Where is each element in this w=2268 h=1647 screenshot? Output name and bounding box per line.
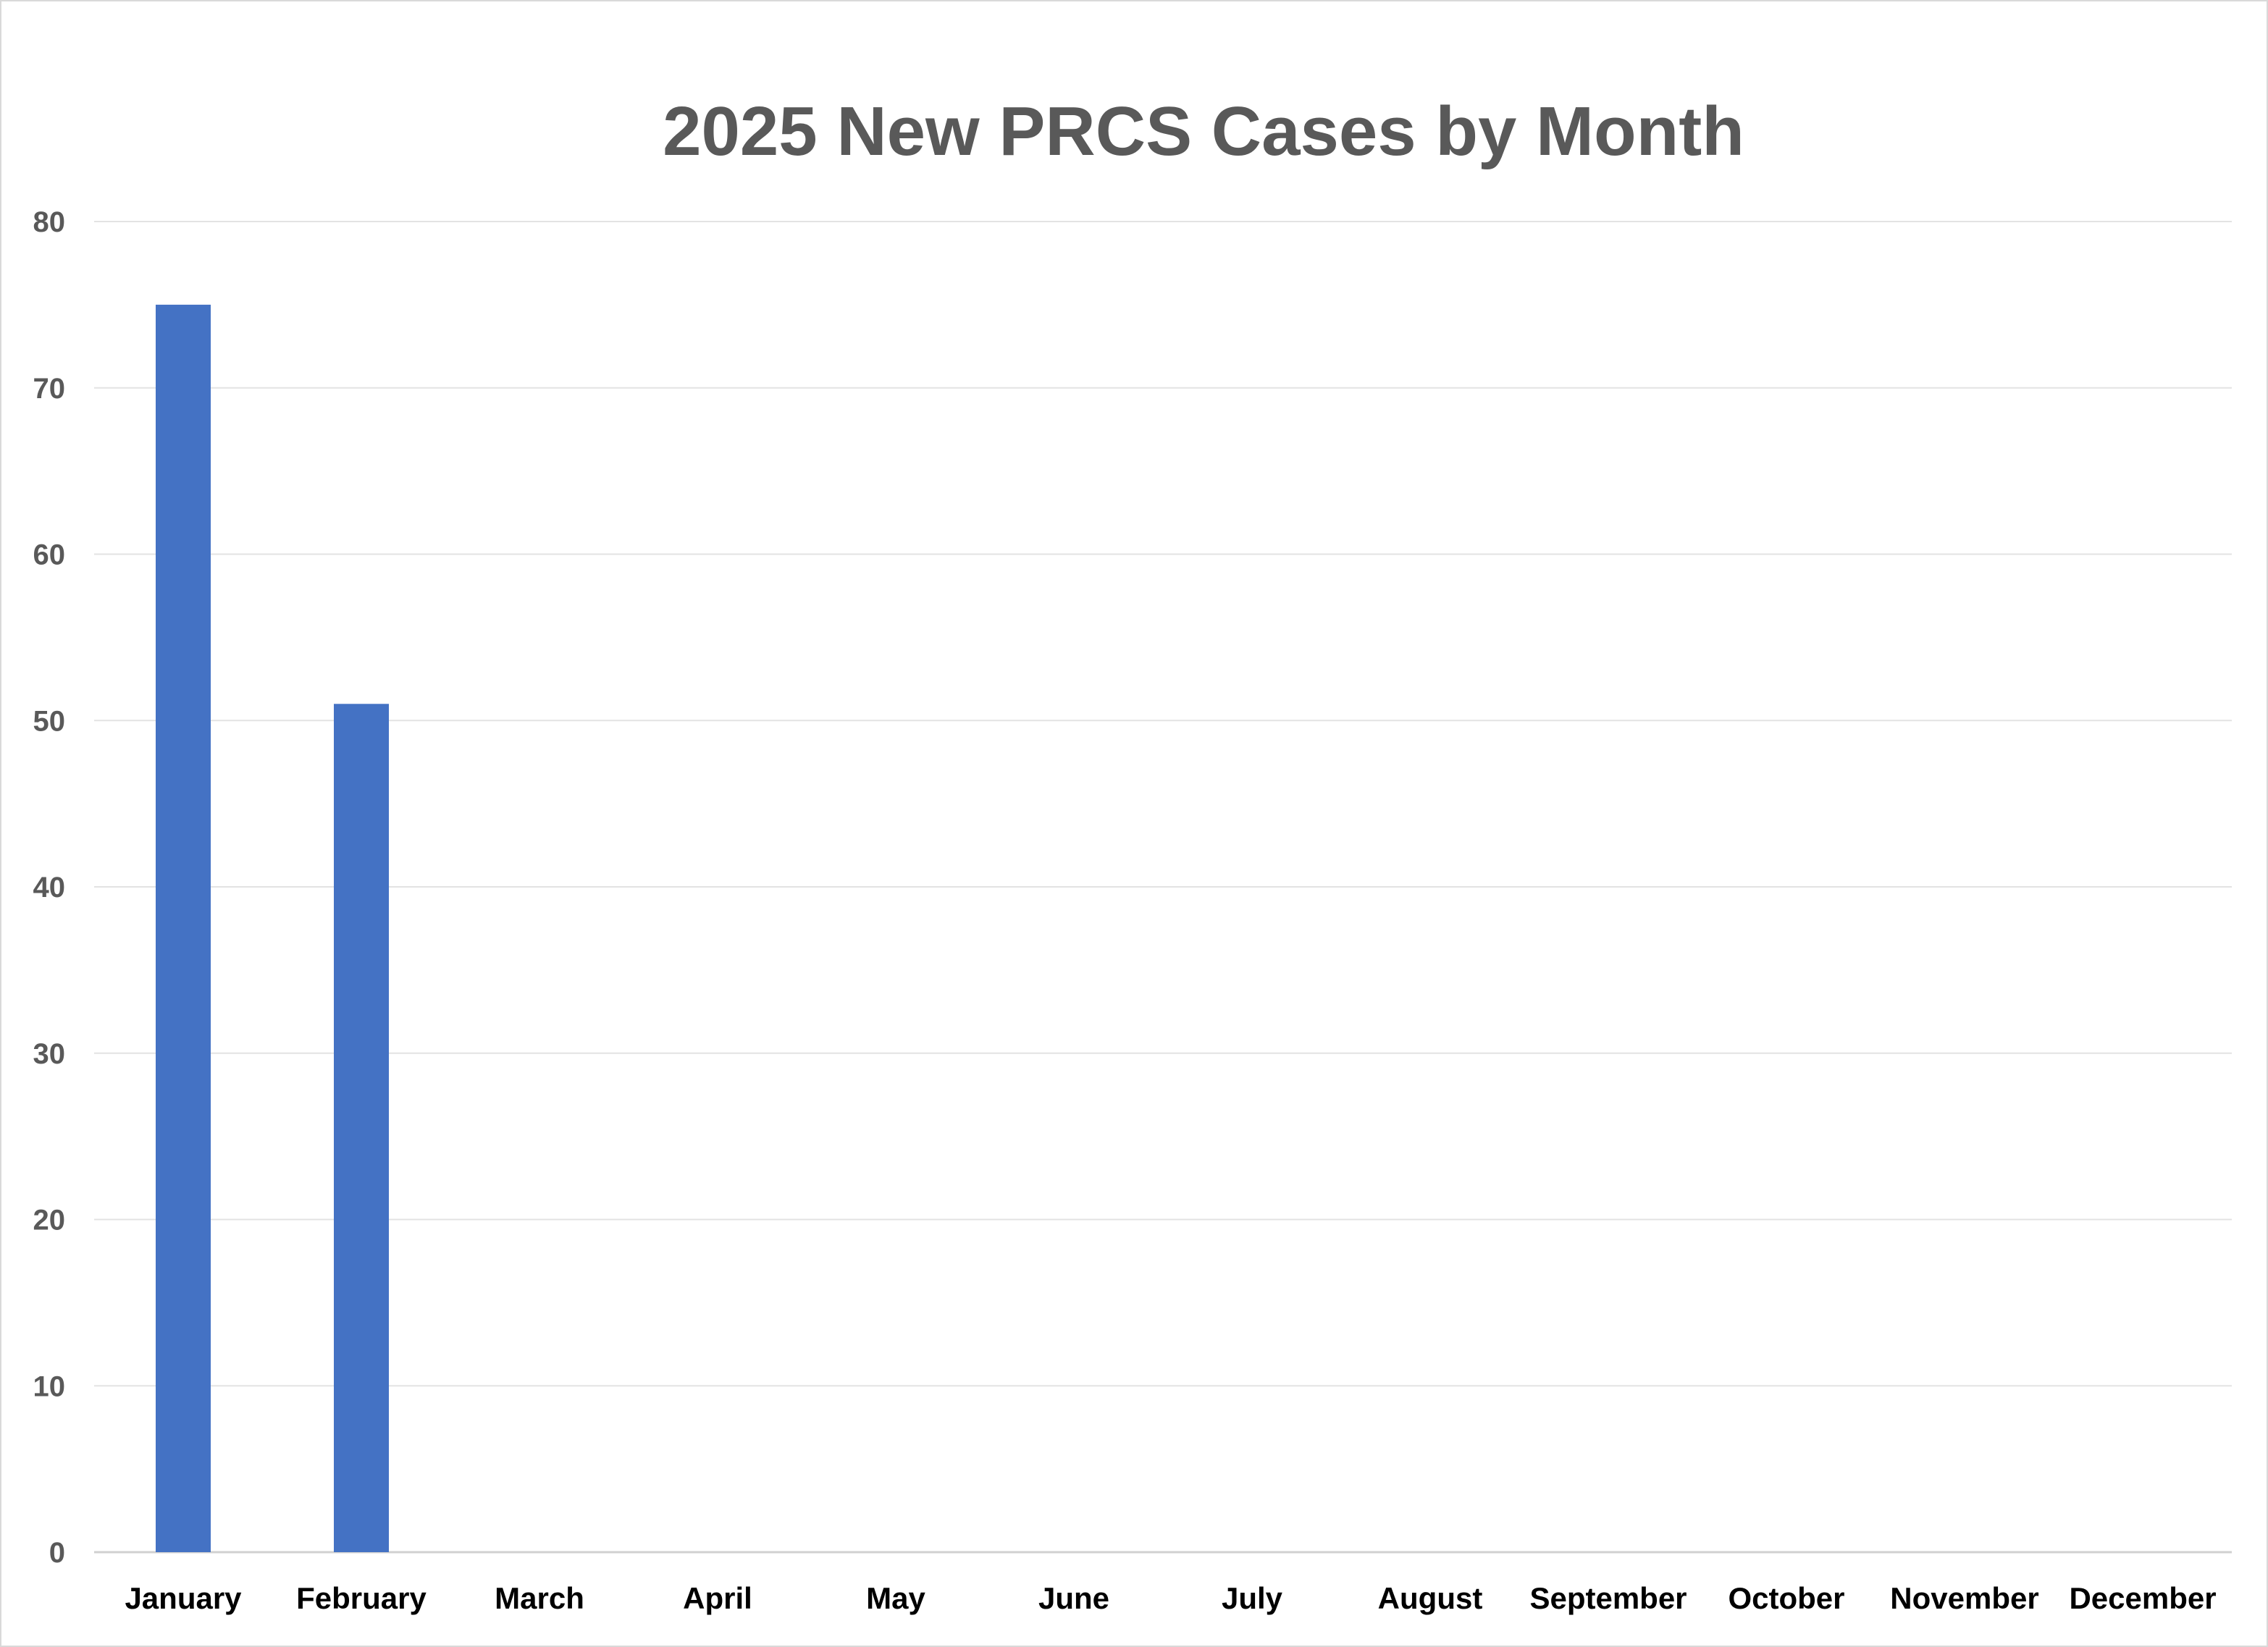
x-tick-label-august: August — [1378, 1581, 1483, 1615]
y-tick-label: 20 — [33, 1205, 66, 1237]
bar-february — [334, 704, 389, 1552]
y-tick-label: 60 — [33, 539, 66, 571]
x-tick-label-february: February — [296, 1581, 427, 1615]
x-tick-label-december: December — [2069, 1581, 2216, 1615]
x-tick-label-march: March — [495, 1581, 584, 1615]
bar-january — [156, 304, 211, 1552]
x-axis-ticks: January February March April May June July Augu… — [125, 1581, 2216, 1615]
y-tick-label: 40 — [33, 872, 66, 903]
y-tick-label: 80 — [33, 206, 66, 238]
x-tick-label-april: April — [683, 1581, 752, 1615]
x-tick-label-september: September — [1529, 1581, 1687, 1615]
gridlines — [94, 221, 2232, 1554]
x-tick-label-july: July — [1222, 1581, 1283, 1615]
x-tick-label-october: October — [1728, 1581, 1844, 1615]
y-axis-ticks: 0 10 20 30 40 50 60 70 80 — [33, 206, 66, 1569]
x-tick-label-november: November — [1890, 1581, 2038, 1615]
y-tick-label: 70 — [33, 373, 66, 405]
x-tick-label-june: June — [1038, 1581, 1109, 1615]
x-tick-label-may: May — [866, 1581, 925, 1615]
chart-title: 2025 New PRCS Cases by Month — [663, 93, 1744, 170]
y-tick-label: 0 — [49, 1537, 65, 1569]
bars — [156, 304, 389, 1552]
y-tick-label: 50 — [33, 705, 66, 737]
x-tick-label-january: January — [125, 1581, 242, 1615]
y-tick-label: 30 — [33, 1038, 66, 1070]
y-tick-label: 10 — [33, 1370, 66, 1402]
